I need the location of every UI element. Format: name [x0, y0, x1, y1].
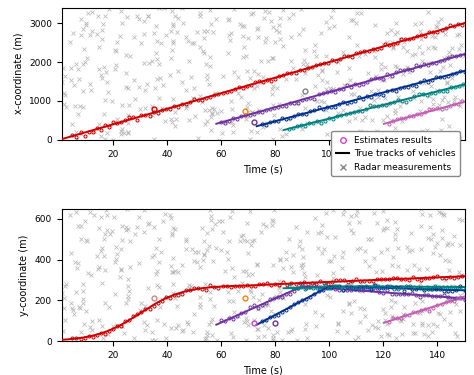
X-axis label: Time (s): Time (s)	[243, 164, 283, 174]
Y-axis label: x-coordinate (m): x-coordinate (m)	[13, 33, 23, 114]
Y-axis label: y-coordinate (m): y-coordinate (m)	[19, 234, 29, 316]
Legend: Estimates results, True tracks of vehicles, Radar measurements: Estimates results, True tracks of vehicl…	[331, 131, 460, 176]
X-axis label: Time (s): Time (s)	[243, 366, 283, 375]
